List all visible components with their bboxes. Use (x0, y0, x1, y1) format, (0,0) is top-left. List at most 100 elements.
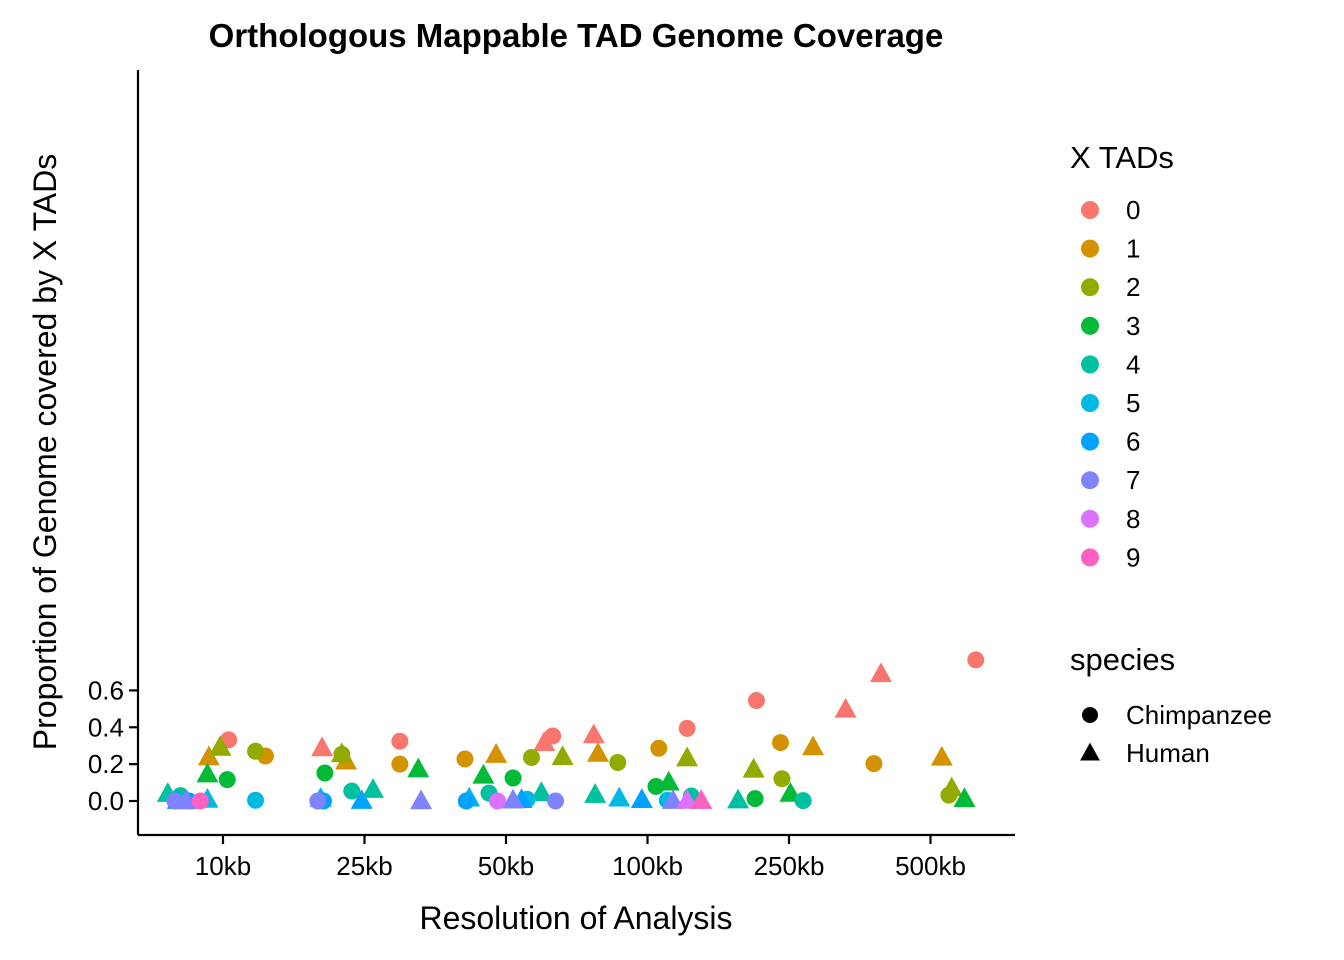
data-point-chimpanzee (504, 769, 522, 787)
legend-shape-circle-icon (1082, 707, 1098, 723)
data-point-chimpanzee (747, 692, 765, 710)
data-point-chimpanzee (191, 792, 209, 810)
data-point-human (584, 783, 607, 803)
data-point-human (657, 770, 680, 791)
data-point-human (690, 789, 713, 809)
legend-color-swatch (1081, 201, 1099, 219)
data-point-chimpanzee (794, 792, 812, 810)
data-point-human (407, 757, 430, 778)
legend-shape-label: Chimpanzee (1126, 700, 1272, 730)
data-point-human (608, 786, 631, 807)
legend-color-swatch (1081, 278, 1099, 297)
legend-color-swatch (1081, 509, 1099, 528)
data-point-human (802, 735, 825, 756)
data-point-human (676, 746, 699, 767)
data-point-human (209, 735, 232, 756)
data-point-human (940, 776, 963, 797)
data-point-chimpanzee (967, 651, 985, 669)
data-point-human (930, 745, 953, 766)
legend-color-label: 9 (1126, 542, 1140, 572)
data-point-chimpanzee (650, 739, 668, 757)
y-tick-label: 0.4 (88, 712, 124, 742)
legend-color-swatch (1081, 355, 1099, 374)
legend-color-swatch (1081, 394, 1099, 412)
data-point-chimpanzee (522, 749, 540, 767)
data-point-chimpanzee (457, 792, 475, 810)
legend-color-label: 1 (1126, 234, 1140, 264)
data-point-human (551, 745, 574, 766)
data-point-chimpanzee (247, 742, 265, 760)
x-tick-label: 25kb (336, 851, 392, 881)
data-point-human (676, 788, 699, 809)
data-point-human (485, 743, 508, 763)
data-point-chimpanzee (343, 782, 361, 800)
legend-color-label: 8 (1126, 504, 1140, 534)
y-tick-label: 0.2 (88, 749, 124, 779)
legend-color-label: 7 (1126, 465, 1140, 495)
y-axis-ticks: 0.0 0.2 0.4 0.6 (88, 675, 138, 816)
data-point-chimpanzee (865, 755, 883, 773)
data-point-human (175, 789, 198, 810)
data-point-human (197, 745, 220, 766)
data-point-chimpanzee (547, 792, 565, 810)
data-point-human (953, 787, 976, 808)
data-point-human (410, 789, 433, 810)
x-tick-label: 500kb (895, 851, 966, 881)
x-axis-ticks: 10kb 25kb 50kb 100kb 250kb 500kb (195, 835, 966, 881)
data-point-human (869, 662, 892, 683)
data-point-human (361, 778, 384, 798)
data-point-human (582, 723, 605, 744)
data-point-chimpanzee (678, 719, 696, 737)
legend-color-swatch (1081, 548, 1099, 567)
data-point-chimpanzee (773, 770, 791, 788)
legend-color-swatch (1081, 471, 1099, 490)
data-point-human (727, 788, 750, 809)
y-tick-label: 0.6 (88, 675, 124, 705)
data-point-chimpanzee (456, 750, 474, 768)
data-point-chimpanzee (309, 792, 327, 810)
y-tick-label: 0.0 (88, 786, 124, 816)
data-point-human (311, 736, 334, 757)
data-point-human (586, 741, 609, 762)
legend-color-label: 3 (1126, 311, 1140, 341)
legend-color-label: 2 (1126, 272, 1140, 302)
legend-shape-entries: Chimpanzee Human (1080, 700, 1272, 768)
data-point-human (350, 789, 373, 809)
x-axis-title: Resolution of Analysis (419, 900, 732, 936)
legend-shape-label: Human (1126, 738, 1210, 768)
plot-area (156, 651, 985, 810)
legend-color-swatch (1081, 432, 1099, 451)
legend-color-label: 6 (1126, 427, 1140, 457)
legend-color-entries: 0 1 2 3 4 5 6 7 8 9 (1081, 195, 1140, 572)
legend-shape-title: species (1070, 642, 1175, 677)
data-point-human (330, 742, 353, 763)
data-point-human (834, 697, 857, 718)
data-point-chimpanzee (746, 790, 764, 808)
legend-color-title: X TADs (1070, 140, 1174, 175)
data-point-human (742, 757, 765, 778)
data-point-chimpanzee (489, 792, 507, 810)
legend-color-label: 0 (1126, 195, 1140, 225)
data-point-human (196, 762, 219, 783)
data-point-human (530, 781, 553, 801)
legend-color-label: 4 (1126, 349, 1140, 379)
data-point-human (533, 731, 556, 752)
y-axis-title: Proportion of Genome covered by X TADs (27, 154, 63, 750)
data-point-chimpanzee (772, 734, 790, 752)
data-point-chimpanzee (316, 764, 334, 782)
x-tick-label: 50kb (478, 851, 534, 881)
x-tick-label: 10kb (195, 851, 251, 881)
legend-color-swatch (1081, 316, 1099, 335)
data-point-human (472, 763, 495, 784)
legend: X TADs 0 1 2 3 4 5 6 7 8 9 species Chimpanzee Huma… (1070, 140, 1272, 768)
data-point-chimpanzee (218, 771, 236, 789)
data-point-chimpanzee (609, 753, 627, 771)
data-point-chimpanzee (247, 791, 265, 809)
data-point-human (502, 788, 525, 809)
data-point-chimpanzee (391, 732, 409, 750)
x-tick-label: 100kb (612, 851, 683, 881)
x-tick-label: 250kb (754, 851, 825, 881)
data-point-human (661, 789, 684, 809)
legend-color-swatch (1081, 239, 1099, 258)
